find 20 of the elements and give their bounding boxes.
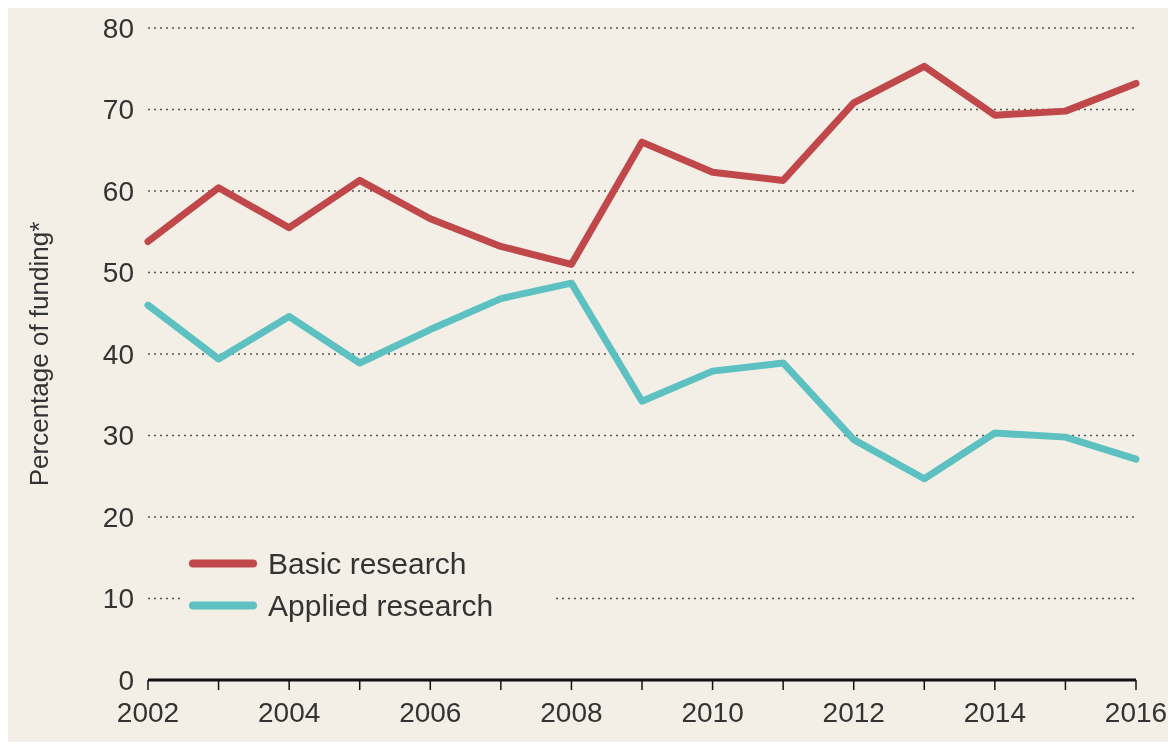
y-tick-label: 10 [102, 583, 134, 615]
x-tick-label: 2004 [257, 697, 321, 728]
y-tick-label: 60 [102, 175, 134, 207]
x-tick-label: 2012 [822, 697, 885, 728]
y-tick-label: 80 [102, 12, 134, 44]
y-tick-label: 70 [102, 94, 134, 126]
x-tick-label: 2014 [963, 697, 1027, 728]
legend-label: Basic research [268, 547, 467, 580]
x-tick-label: 2006 [399, 697, 462, 728]
y-axis-title: Percentage of funding* [24, 221, 54, 487]
y-tick-label: 20 [102, 501, 134, 533]
legend-label: Applied research [268, 589, 494, 622]
y-tick-label: 0 [118, 664, 134, 696]
x-tick-label: 2002 [116, 697, 180, 728]
x-tick-label: 2010 [681, 697, 744, 728]
y-tick-label: 40 [102, 338, 134, 370]
x-tick-label: 2008 [540, 697, 603, 728]
x-tick-label: 2016 [1104, 697, 1168, 728]
y-tick-label: 30 [102, 420, 134, 452]
y-tick-label: 50 [102, 257, 134, 289]
